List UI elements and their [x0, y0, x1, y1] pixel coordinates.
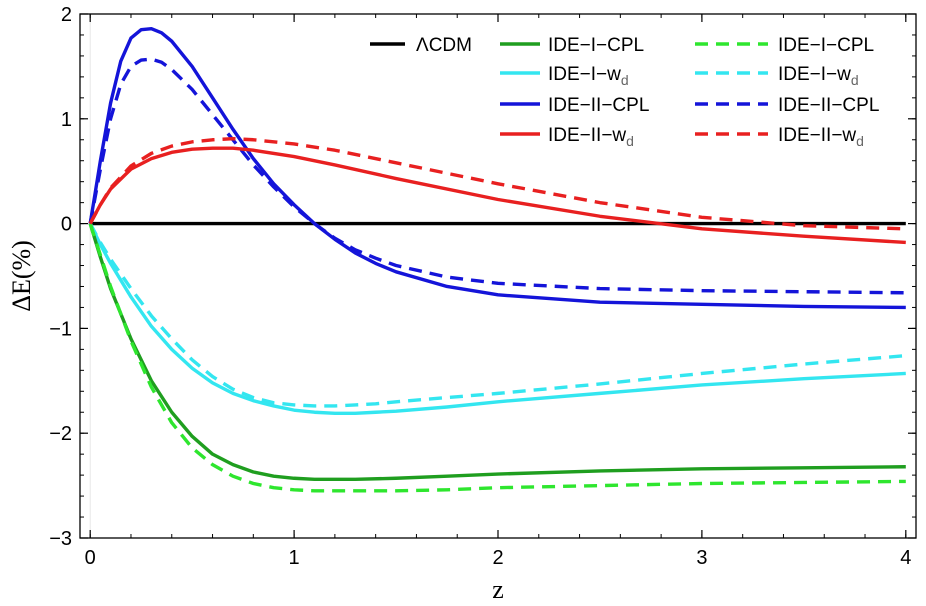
x-tick-label: 3 — [696, 547, 707, 569]
y-tick-label: −3 — [49, 528, 72, 550]
series-line-ide1-cpl — [88, 223, 906, 482]
legend-label-ide2-wd-dash: IDE−II−wd — [778, 125, 864, 149]
series-line-ide1-wd — [88, 222, 906, 415]
series-line-ide1-cpl-dash — [88, 223, 906, 493]
plot-frame — [79, 13, 917, 539]
series-line-ide1-wd-dash — [88, 222, 906, 408]
x-tick-label: 4 — [900, 547, 911, 569]
chart-marks — [88, 14, 906, 538]
legend-label-ide2-wd: IDE−II−wd — [548, 125, 634, 149]
y-tick-label: −2 — [49, 423, 72, 445]
series-line-ide2-wd — [88, 146, 906, 245]
y-tick-label: 1 — [61, 109, 72, 131]
y-axis-label: ΔE(%) — [7, 240, 36, 312]
series-line-ide2-cpl — [88, 26, 906, 310]
y-tick-label: 2 — [61, 4, 72, 26]
legend-label-ide2-cpl-dash: IDE−II−CPL — [778, 95, 879, 116]
y-tick-label: −1 — [49, 318, 72, 340]
legend-label-ide1-cpl: IDE−I−CPL — [548, 35, 644, 56]
y-tick-label: 0 — [61, 214, 72, 236]
legend-label-ide1-cpl-dash: IDE−I−CPL — [778, 35, 874, 56]
legend-label-lcdm: ΛCDM — [416, 35, 472, 56]
x-tick-label: 0 — [85, 547, 96, 569]
x-tick-label: 1 — [289, 547, 300, 569]
legend: ΛCDM IDE−I−wd IDE−II−CPL IDE−II−wd IDE−I−CPL… — [370, 35, 879, 149]
series-line-ide2-wd-dash — [88, 137, 906, 231]
x-tick-label: 2 — [492, 547, 503, 569]
x-axis-label: z — [492, 575, 504, 604]
legend-label-ide2-cpl: IDE−II−CPL — [548, 95, 649, 116]
axis-ticks: 0 1 2 3 4 2 1 0 −1 −2 −3 — [49, 4, 916, 569]
legend-label-ide1-wd: IDE−I−wd — [548, 64, 629, 88]
legend-label-ide1-wd-dash: IDE−I−wd — [778, 64, 859, 88]
